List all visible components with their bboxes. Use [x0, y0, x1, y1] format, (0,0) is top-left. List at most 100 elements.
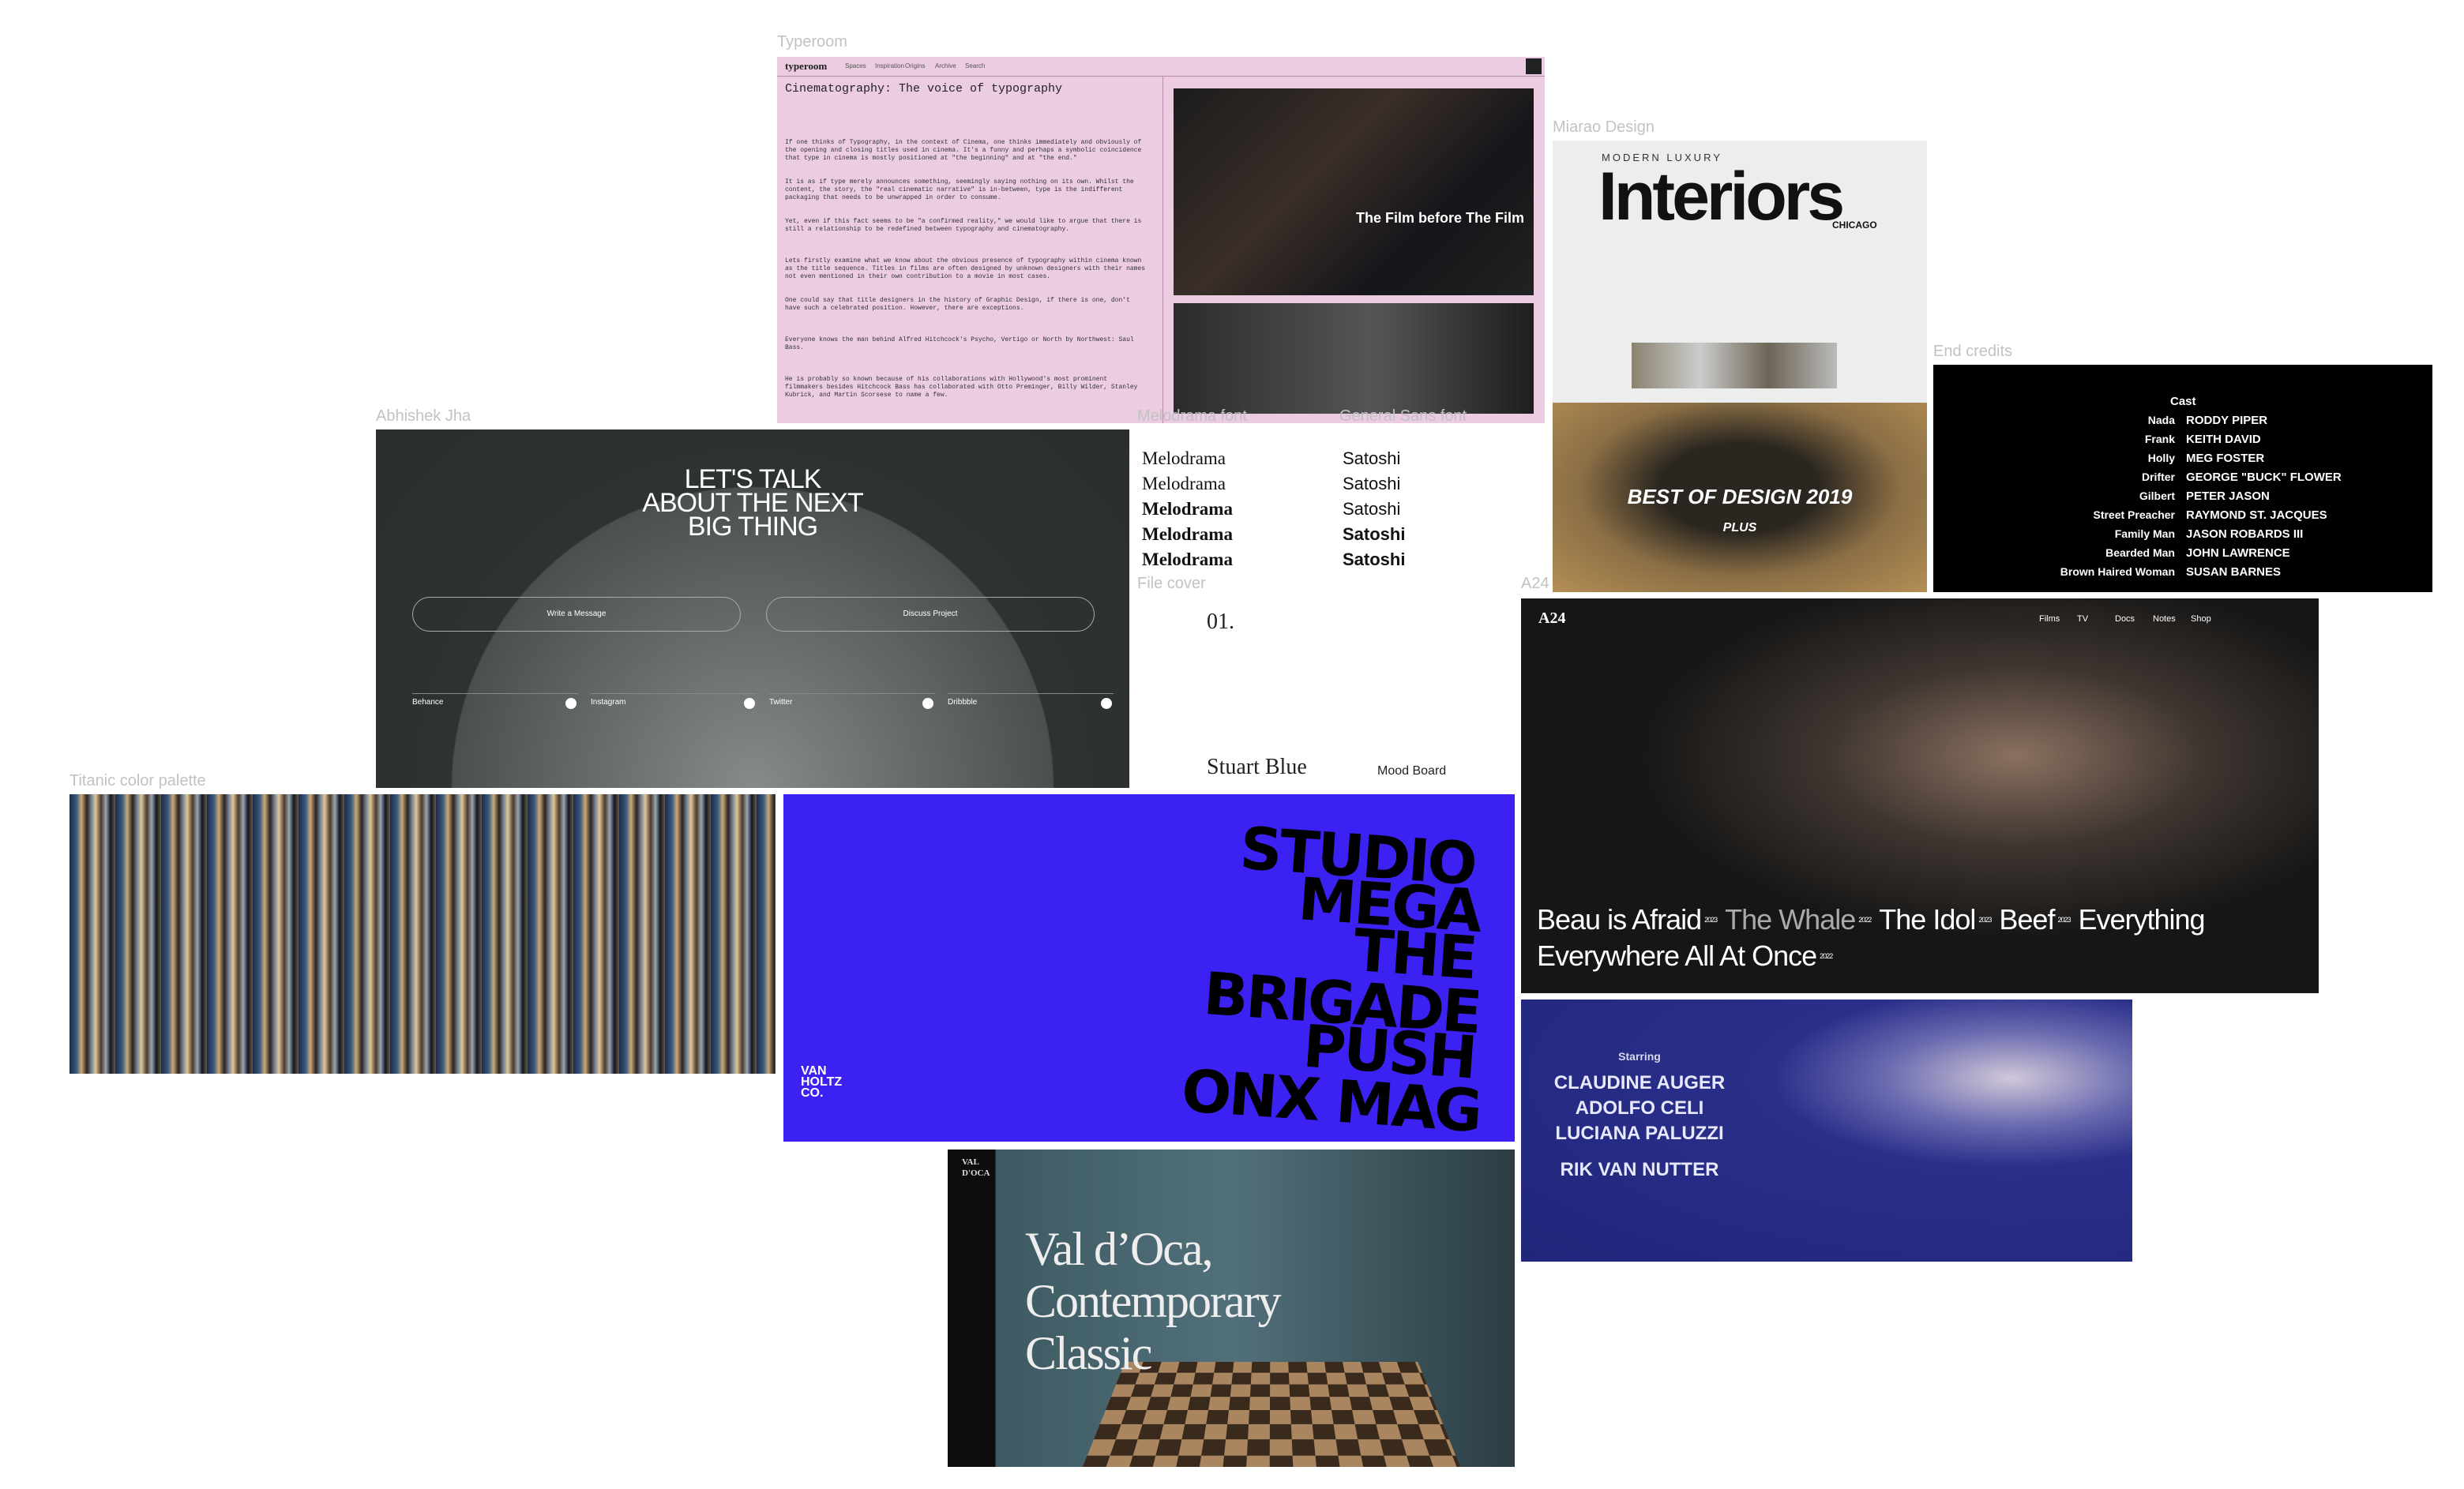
film-title: The Idol	[1879, 903, 1976, 936]
link-icon	[922, 698, 933, 709]
credit-name: ADOLFO CELI	[1575, 1097, 1704, 1119]
film-year: 2023	[1978, 916, 1992, 924]
brand: Interiors	[1598, 159, 1845, 234]
font-sample: Satoshi	[1343, 524, 1406, 544]
abhishek-frame: LET'S TALK ABOUT THE NEXT BIG THING Write a…	[376, 429, 1129, 788]
video	[1174, 303, 1534, 414]
font-sample: Satoshi	[1343, 499, 1401, 519]
credit-role: Gilbert	[2139, 489, 2175, 502]
font-sample: Melodrama	[1142, 549, 1233, 569]
link-line	[948, 693, 1114, 694]
top-bar	[777, 57, 1545, 77]
link-icon	[744, 698, 755, 709]
article-title: Cinematography: The voice of typography	[785, 82, 1063, 96]
nav-link: TV	[2077, 614, 2089, 624]
social-link: Instagram	[591, 698, 626, 707]
credit-name: CLAUDINE AUGER	[1553, 1072, 1726, 1093]
credit-role: Family Man	[2114, 527, 2175, 540]
film-year: 2022	[1820, 952, 1833, 960]
credit-name: JASON ROBARDS III	[2186, 527, 2304, 541]
credit-name: RAYMOND ST. JACQUES	[2186, 508, 2327, 522]
credit-name: LUCIANA PALUZZI	[1555, 1123, 1724, 1144]
miarao-frame: MODERN LUXURY Interiors CHICAGO BEST OF DES…	[1553, 141, 1927, 592]
nav-link: Notes	[2153, 614, 2176, 624]
frame-label: Miarao Design	[1553, 118, 1655, 136]
frame-label: General Sans font	[1339, 407, 1467, 425]
paragraph: Yet, even if this fact seems to be "a co…	[785, 218, 1142, 233]
logo: A24	[1538, 609, 1566, 627]
frame-label: Titanic color palette	[69, 772, 206, 790]
logo: D'OCA	[962, 1168, 990, 1178]
credits-heading: Cast	[2170, 395, 2196, 408]
credit-role: Holly	[2147, 452, 2175, 464]
headline: Contemporary	[1025, 1275, 1282, 1327]
frame-label: Melodrama font	[1137, 407, 1247, 425]
nav-link: Origins	[905, 62, 926, 69]
account-icon	[1526, 58, 1542, 74]
cover-number: 01.	[1207, 609, 1234, 634]
frame-label: File cover	[1137, 575, 1206, 592]
nav-link: Inspiration	[875, 62, 904, 69]
logo: HOLTZ	[801, 1075, 843, 1089]
titanic-frame	[69, 794, 776, 1074]
credit-name: GEORGE "BUCK" FLOWER	[2186, 471, 2342, 484]
film-title: The Whale	[1725, 903, 1856, 936]
nav-link: Spaces	[845, 62, 866, 69]
nav-link: Shop	[2191, 614, 2211, 624]
credit-name: MEG FOSTER	[2186, 452, 2265, 465]
film-list: Beau is Afraid 2023 The Whale 2022 The Idol 2…	[1537, 902, 2216, 974]
link-icon	[565, 698, 577, 709]
logo: VAL	[962, 1157, 979, 1167]
a24-frame: A24 Films TV Docs Notes Shop Beau is Afraid 202…	[1521, 598, 2319, 993]
nav-link: Docs	[2115, 614, 2135, 624]
social-link: Behance	[412, 698, 444, 707]
headline: Classic	[1025, 1327, 1152, 1379]
paragraph: It is as if type merely announces someth…	[785, 178, 1134, 201]
credits-heading: Starring	[1618, 1050, 1661, 1063]
headline: BIG THING	[687, 512, 818, 542]
film-title: Beau is Afraid	[1537, 903, 1702, 936]
paragraph: Lets firstly examine what we know about …	[785, 257, 1146, 280]
font-sample: Melodrama	[1142, 448, 1226, 468]
credit-role: Nada	[2147, 414, 2175, 426]
sculpture	[1632, 343, 1837, 388]
van-holtz-frame: STUDIO MEGA THE BRIGADE PUSH ONX MAG VAN HOLTZ C…	[783, 794, 1515, 1142]
link-line	[769, 693, 935, 694]
frame-label: Abhishek Jha	[376, 407, 471, 425]
poster-word: ONX MAG	[1179, 1056, 1482, 1142]
frame-label: Typeroom	[777, 33, 847, 51]
film-title: Everything Everywhere All At Once	[1537, 903, 2206, 972]
film-year: 2022	[1858, 916, 1872, 924]
brand-city: CHICAGO	[1832, 219, 1877, 231]
social-link: Twitter	[769, 698, 793, 707]
font-sample: Melodrama	[1142, 474, 1226, 493]
starring-frame: Starring CLAUDINE AUGER ADOLFO CELI LUCIANA…	[1521, 1000, 2132, 1262]
credit-name: SUSAN BARNES	[2186, 565, 2282, 579]
font-sample: Melodrama	[1142, 524, 1233, 544]
logo: VAN	[801, 1064, 827, 1078]
logo: typeroom	[785, 60, 828, 72]
credit-name: JOHN LAWRENCE	[2186, 546, 2290, 560]
nav-link: Films	[2039, 614, 2060, 624]
link-icon	[1101, 698, 1112, 709]
headline: ABOUT THE NEXT	[642, 488, 863, 518]
credit-name: KEITH DAVID	[2186, 433, 2261, 446]
font-sample: Satoshi	[1343, 474, 1401, 493]
film-year: 2023	[2057, 916, 2071, 924]
credit-name: PETER JASON	[2186, 489, 2270, 503]
moodboard-name: Stuart Blue	[1207, 755, 1307, 779]
dining-image: BEST OF DESIGN 2019 PLUS	[1553, 403, 1927, 592]
paragraph: One could say that title designers in th…	[785, 297, 1130, 312]
font-sample: Melodrama	[1142, 499, 1233, 519]
credit-role: Drifter	[2141, 471, 2175, 483]
val-doca-frame: VAL D'OCA Val d’Oca, Contemporary Classic	[948, 1150, 1515, 1467]
credit-name: RIK VAN NUTTER	[1560, 1159, 1719, 1180]
brand-top: MODERN LUXURY	[1602, 152, 1722, 163]
cover-headline: BEST OF DESIGN 2019	[1627, 485, 1853, 508]
headline: Val d’Oca,	[1025, 1223, 1214, 1275]
nav-link: Archive	[935, 62, 956, 69]
credit-role: Frank	[2144, 433, 2175, 445]
credit-role: Street Preacher	[2093, 508, 2175, 521]
video-title: The Film before The Film	[1355, 210, 1524, 226]
